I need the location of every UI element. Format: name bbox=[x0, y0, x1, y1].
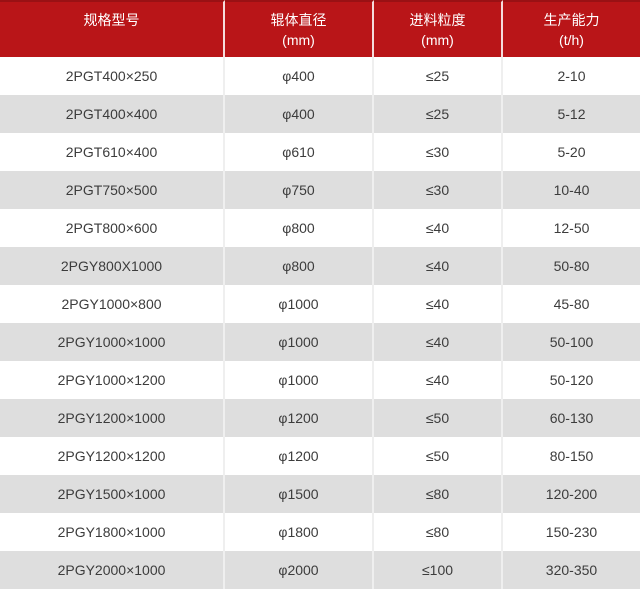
cell-roller-diameter: φ1500 bbox=[225, 475, 374, 513]
cell-model: 2PGY1800×1000 bbox=[0, 513, 225, 551]
cell-capacity: 10-40 bbox=[553, 182, 590, 198]
table-row: 2PGY1200×1200 φ1200 ≤50 80-150 bbox=[0, 437, 640, 475]
cell-capacity: 50-80 bbox=[553, 258, 590, 274]
header-capacity-label: 生产能力 bbox=[543, 12, 600, 28]
cell-model: 2PGY2000×1000 bbox=[0, 551, 225, 589]
cell-model: 2PGY1000×1200 bbox=[0, 361, 225, 399]
cell-model: 2PGY800X1000 bbox=[0, 247, 225, 285]
cell-roller-diameter: φ2000 bbox=[225, 551, 374, 589]
table-body: 2PGT400×250 φ400 ≤25 2-10 2PGT400×400 φ400 ≤25… bbox=[0, 57, 640, 589]
cell-capacity: 5-20 bbox=[557, 144, 586, 160]
cell-roller-diameter: φ1800 bbox=[225, 513, 374, 551]
table-row: 2PGT750×500 φ750 ≤30 10-40 bbox=[0, 171, 640, 209]
cell-roller-diameter: φ800 bbox=[225, 209, 374, 247]
cell-feed-size: ≤25 bbox=[374, 57, 503, 95]
cell-feed-size: ≤40 bbox=[374, 323, 503, 361]
cell-model: 2PGT610×400 bbox=[0, 133, 225, 171]
cell-feed-size: ≤30 bbox=[374, 133, 503, 171]
cell-capacity: 2-10 bbox=[557, 68, 586, 84]
header-model-unit bbox=[0, 30, 223, 50]
header-roller-diameter-unit: (mm) bbox=[282, 32, 315, 48]
cell-roller-diameter: φ400 bbox=[225, 57, 374, 95]
table-row: 2PGY800X1000 φ800 ≤40 50-80 bbox=[0, 247, 640, 285]
cell-capacity: 80-150 bbox=[549, 448, 594, 464]
cell-feed-size: ≤40 bbox=[374, 247, 503, 285]
cell-roller-diameter: φ400 bbox=[225, 95, 374, 133]
table-row: 2PGT800×600 φ800 ≤40 12-50 bbox=[0, 209, 640, 247]
table-row: 2PGY1000×800 φ1000 ≤40 45-80 bbox=[0, 285, 640, 323]
header-roller-diameter: 辊体直径 (mm) bbox=[225, 0, 374, 57]
header-capacity: 生产能力 (t/h) bbox=[503, 0, 640, 57]
table-row: 2PGY1000×1200 φ1000 ≤40 50-120 bbox=[0, 361, 640, 399]
cell-roller-diameter: φ1000 bbox=[225, 361, 374, 399]
cell-feed-size: ≤80 bbox=[374, 475, 503, 513]
cell-feed-size: ≤40 bbox=[374, 361, 503, 399]
cell-roller-diameter: φ1200 bbox=[225, 399, 374, 437]
cell-capacity: 120-200 bbox=[545, 486, 598, 502]
cell-model: 2PGY1500×1000 bbox=[0, 475, 225, 513]
cell-feed-size: ≤50 bbox=[374, 437, 503, 475]
cell-feed-size: ≤80 bbox=[374, 513, 503, 551]
header-feed-size: 进料粒度 (mm) bbox=[374, 0, 503, 57]
cell-roller-diameter: φ1000 bbox=[225, 285, 374, 323]
cell-capacity: 60-130 bbox=[549, 410, 594, 426]
table-row: 2PGY1800×1000 φ1800 ≤80 150-230 bbox=[0, 513, 640, 551]
header-capacity-unit: (t/h) bbox=[559, 32, 584, 48]
cell-capacity: 12-50 bbox=[553, 220, 590, 236]
cell-roller-diameter: φ750 bbox=[225, 171, 374, 209]
cell-capacity: 320-350 bbox=[545, 562, 598, 578]
table-row: 2PGY1200×1000 φ1200 ≤50 60-130 bbox=[0, 399, 640, 437]
cell-capacity: 45-80 bbox=[553, 296, 590, 312]
cell-feed-size: ≤50 bbox=[374, 399, 503, 437]
table-row: 2PGY2000×1000 φ2000 ≤100 320-350 bbox=[0, 551, 640, 589]
cell-roller-diameter: φ610 bbox=[225, 133, 374, 171]
cell-feed-size: ≤100 bbox=[374, 551, 503, 589]
header-model-label: 规格型号 bbox=[83, 12, 140, 28]
cell-capacity: 50-120 bbox=[549, 372, 594, 388]
cell-model: 2PGY1000×1000 bbox=[0, 323, 225, 361]
table-row: 2PGY1500×1000 φ1500 ≤80 120-200 bbox=[0, 475, 640, 513]
cell-model: 2PGY1200×1200 bbox=[0, 437, 225, 475]
cell-feed-size: ≤25 bbox=[374, 95, 503, 133]
cell-model: 2PGY1200×1000 bbox=[0, 399, 225, 437]
cell-roller-diameter: φ800 bbox=[225, 247, 374, 285]
cell-capacity: 50-100 bbox=[549, 334, 594, 350]
header-row: 规格型号 辊体直径 (mm) 进料粒度 (mm) 生产能力 (t/h) bbox=[0, 0, 640, 57]
cell-capacity: 5-12 bbox=[557, 106, 586, 122]
cell-capacity: 150-230 bbox=[545, 524, 598, 540]
table-row: 2PGT610×400 φ610 ≤30 5-20 bbox=[0, 133, 640, 171]
cell-model: 2PGT750×500 bbox=[0, 171, 225, 209]
header-feed-size-label: 进料粒度 bbox=[409, 12, 466, 28]
cell-model: 2PGY1000×800 bbox=[0, 285, 225, 323]
cell-model: 2PGT400×400 bbox=[0, 95, 225, 133]
header-feed-size-unit: (mm) bbox=[421, 32, 454, 48]
cell-model: 2PGT800×600 bbox=[0, 209, 225, 247]
cell-roller-diameter: φ1200 bbox=[225, 437, 374, 475]
cell-feed-size: ≤40 bbox=[374, 285, 503, 323]
cell-feed-size: ≤40 bbox=[374, 209, 503, 247]
cell-model: 2PGT400×250 bbox=[0, 57, 225, 95]
table-row: 2PGY1000×1000 φ1000 ≤40 50-100 bbox=[0, 323, 640, 361]
header-model: 规格型号 bbox=[0, 0, 225, 57]
cell-feed-size: ≤30 bbox=[374, 171, 503, 209]
header-roller-diameter-label: 辊体直径 bbox=[270, 12, 327, 28]
table-row: 2PGT400×400 φ400 ≤25 5-12 bbox=[0, 95, 640, 133]
table-row: 2PGT400×250 φ400 ≤25 2-10 bbox=[0, 57, 640, 95]
cell-roller-diameter: φ1000 bbox=[225, 323, 374, 361]
